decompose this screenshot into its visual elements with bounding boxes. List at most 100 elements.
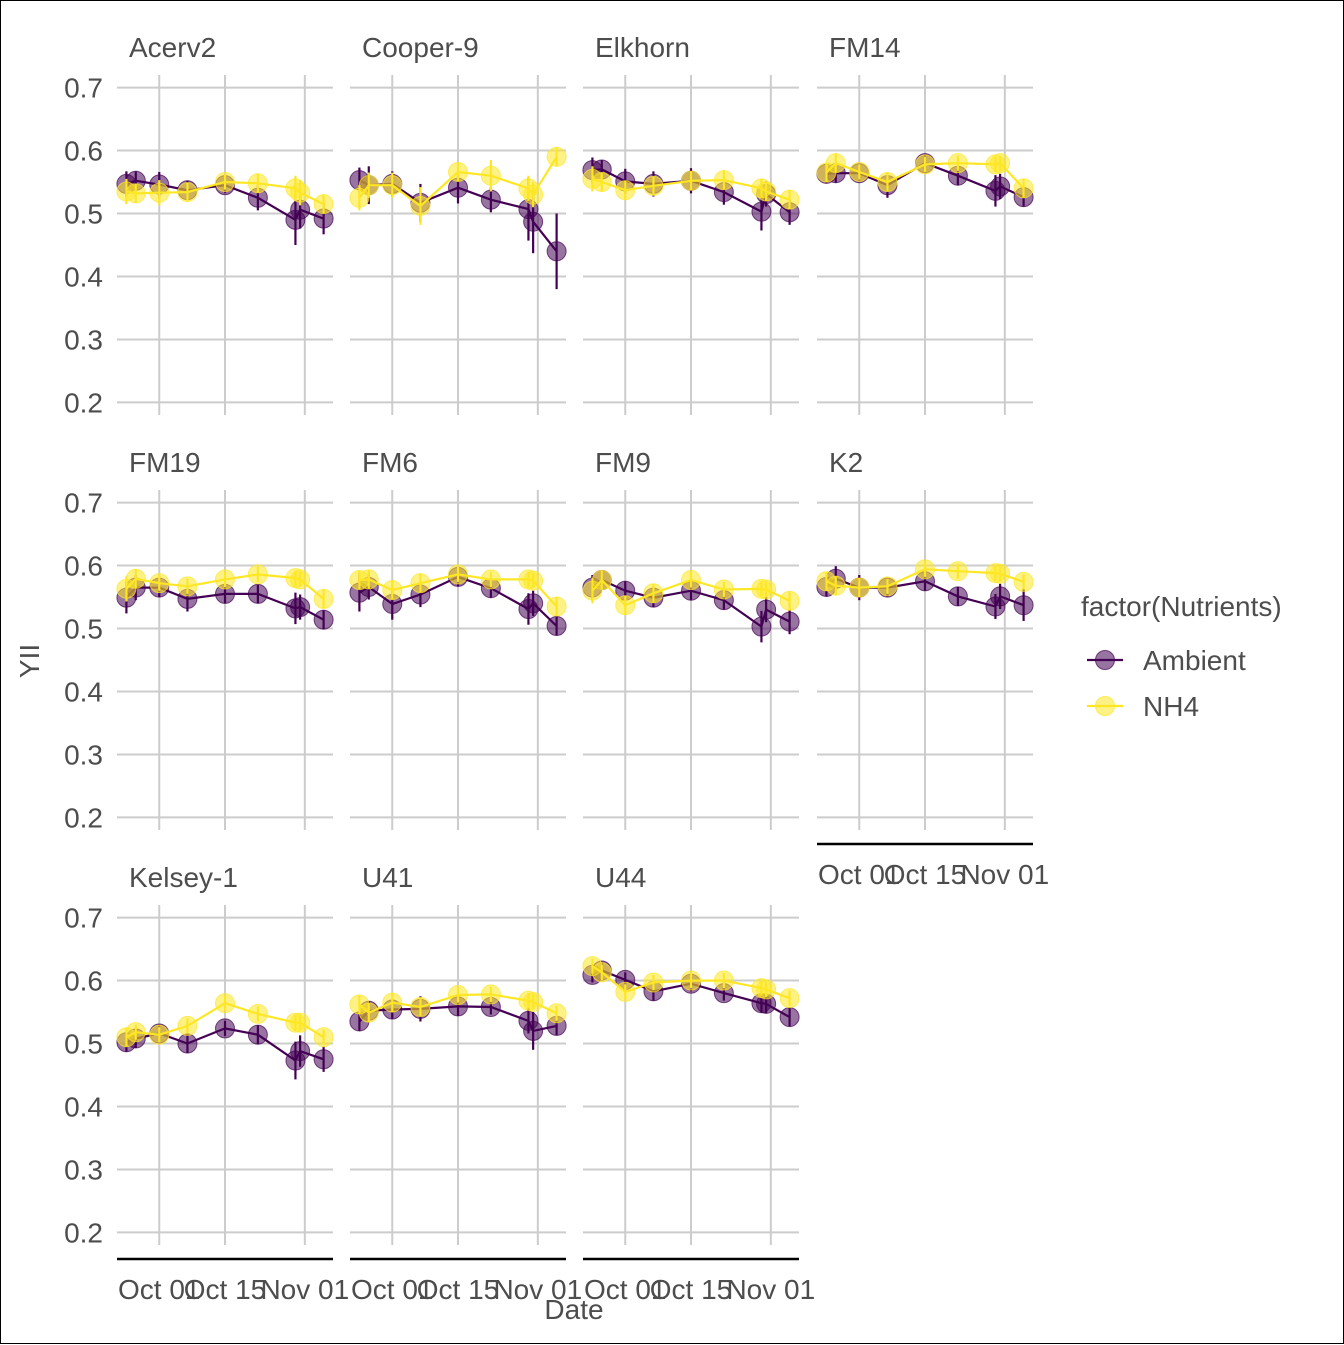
- y-tick-label: 0.7: [64, 73, 103, 104]
- data-point-nh4: [215, 569, 235, 590]
- data-point-nh4: [713, 579, 734, 600]
- data-point-nh4: [825, 575, 846, 596]
- data-point-ambient: [779, 1007, 800, 1028]
- data-point-ambient: [523, 593, 544, 614]
- data-point-nh4: [290, 1012, 311, 1033]
- data-point-nh4: [313, 588, 334, 609]
- data-point-nh4: [681, 970, 701, 991]
- panel-cooper-9: Cooper-9: [349, 32, 567, 415]
- data-point-ambient: [290, 597, 311, 618]
- data-point-ambient: [523, 211, 544, 232]
- data-point-ambient: [247, 583, 268, 604]
- data-point-nh4: [313, 1027, 334, 1048]
- data-point-ambient: [177, 1033, 198, 1054]
- data-point-nh4: [681, 570, 701, 591]
- y-tick-label: 0.6: [64, 136, 103, 167]
- data-point-ambient: [247, 1024, 268, 1045]
- y-tick-label: 0.2: [64, 387, 103, 418]
- panel-elkhorn: Elkhorn: [582, 32, 800, 415]
- data-point-nh4: [247, 173, 268, 194]
- data-point-nh4: [756, 181, 777, 202]
- panel-title: U44: [595, 862, 646, 893]
- legend-title: factor(Nutrients): [1081, 591, 1282, 622]
- panel-fm9: FM9: [582, 447, 800, 830]
- data-point-nh4: [947, 153, 968, 174]
- data-point-ambient: [990, 586, 1011, 607]
- data-point-nh4: [779, 590, 800, 611]
- x-tick-label: Oct 15: [184, 1274, 266, 1305]
- data-point-nh4: [448, 161, 468, 182]
- data-point-ambient: [751, 616, 772, 637]
- y-tick-label: 0.5: [64, 199, 103, 230]
- data-point-nh4: [125, 1022, 146, 1043]
- x-tick-label: Oct 01: [818, 859, 900, 890]
- data-point-nh4: [523, 184, 544, 205]
- series-nh4: [349, 564, 567, 617]
- legend: factor(Nutrients) Ambient NH4: [1081, 591, 1282, 722]
- data-point-nh4: [825, 153, 846, 174]
- y-tick-label: 0.4: [64, 676, 103, 707]
- data-point-nh4: [849, 161, 870, 182]
- series-nh4: [816, 153, 1034, 199]
- data-point-nh4: [125, 568, 146, 589]
- data-point-nh4: [177, 576, 198, 597]
- x-tick-label: Oct 15: [650, 1274, 732, 1305]
- x-tick-label: Oct 15: [417, 1274, 499, 1305]
- data-point-nh4: [615, 595, 636, 616]
- series-nh4: [349, 984, 567, 1024]
- data-point-nh4: [681, 170, 701, 191]
- panel-title: FM19: [129, 447, 201, 478]
- data-point-ambient: [947, 586, 968, 607]
- data-point-nh4: [546, 1003, 567, 1024]
- data-point-nh4: [546, 146, 567, 167]
- panel-title: FM9: [595, 447, 651, 478]
- series-nh4: [116, 172, 334, 215]
- series-nh4: [349, 146, 567, 225]
- data-point-nh4: [615, 180, 636, 201]
- data-point-nh4: [480, 165, 501, 186]
- data-point-nh4: [713, 970, 734, 991]
- legend-label: Ambient: [1143, 645, 1246, 676]
- data-point-nh4: [480, 569, 501, 590]
- data-point-nh4: [382, 175, 403, 196]
- panel-title: K2: [829, 447, 863, 478]
- panel-title: Acerv2: [129, 32, 216, 63]
- x-tick-label: Nov 01: [726, 1274, 815, 1305]
- data-point-ambient: [215, 1018, 235, 1039]
- data-point-ambient: [990, 176, 1011, 197]
- data-point-nh4: [247, 1003, 268, 1024]
- data-point-nh4: [215, 172, 235, 193]
- data-point-nh4: [177, 1015, 198, 1036]
- data-point-nh4: [382, 992, 403, 1013]
- data-point-nh4: [915, 154, 935, 175]
- data-point-nh4: [615, 981, 636, 1002]
- data-point-nh4: [643, 972, 664, 993]
- x-tick-label: Oct 01: [351, 1274, 433, 1305]
- data-point-nh4: [448, 564, 468, 585]
- data-point-nh4: [877, 172, 898, 193]
- panel-title: Cooper-9: [362, 32, 479, 63]
- data-point-ambient: [779, 611, 800, 632]
- data-point-ambient: [546, 241, 567, 262]
- data-point-nh4: [410, 573, 431, 594]
- data-point-nh4: [990, 563, 1011, 584]
- data-point-nh4: [177, 182, 198, 203]
- data-point-ambient: [751, 201, 772, 222]
- data-point-nh4: [247, 564, 268, 585]
- series-nh4: [582, 570, 800, 616]
- data-point-nh4: [591, 172, 612, 193]
- data-point-nh4: [643, 583, 664, 604]
- panel-title: FM6: [362, 447, 418, 478]
- data-point-ambient: [523, 1020, 544, 1041]
- y-tick-label: 0.5: [64, 1029, 103, 1060]
- legend-entry-ambient: Ambient: [1087, 645, 1246, 676]
- y-tick-label: 0.6: [64, 966, 103, 997]
- data-point-nh4: [756, 579, 777, 600]
- x-tick-label: Oct 15: [884, 859, 966, 890]
- data-point-nh4: [149, 1024, 170, 1045]
- panel-title: Kelsey-1: [129, 862, 238, 893]
- series-nh4: [116, 993, 334, 1048]
